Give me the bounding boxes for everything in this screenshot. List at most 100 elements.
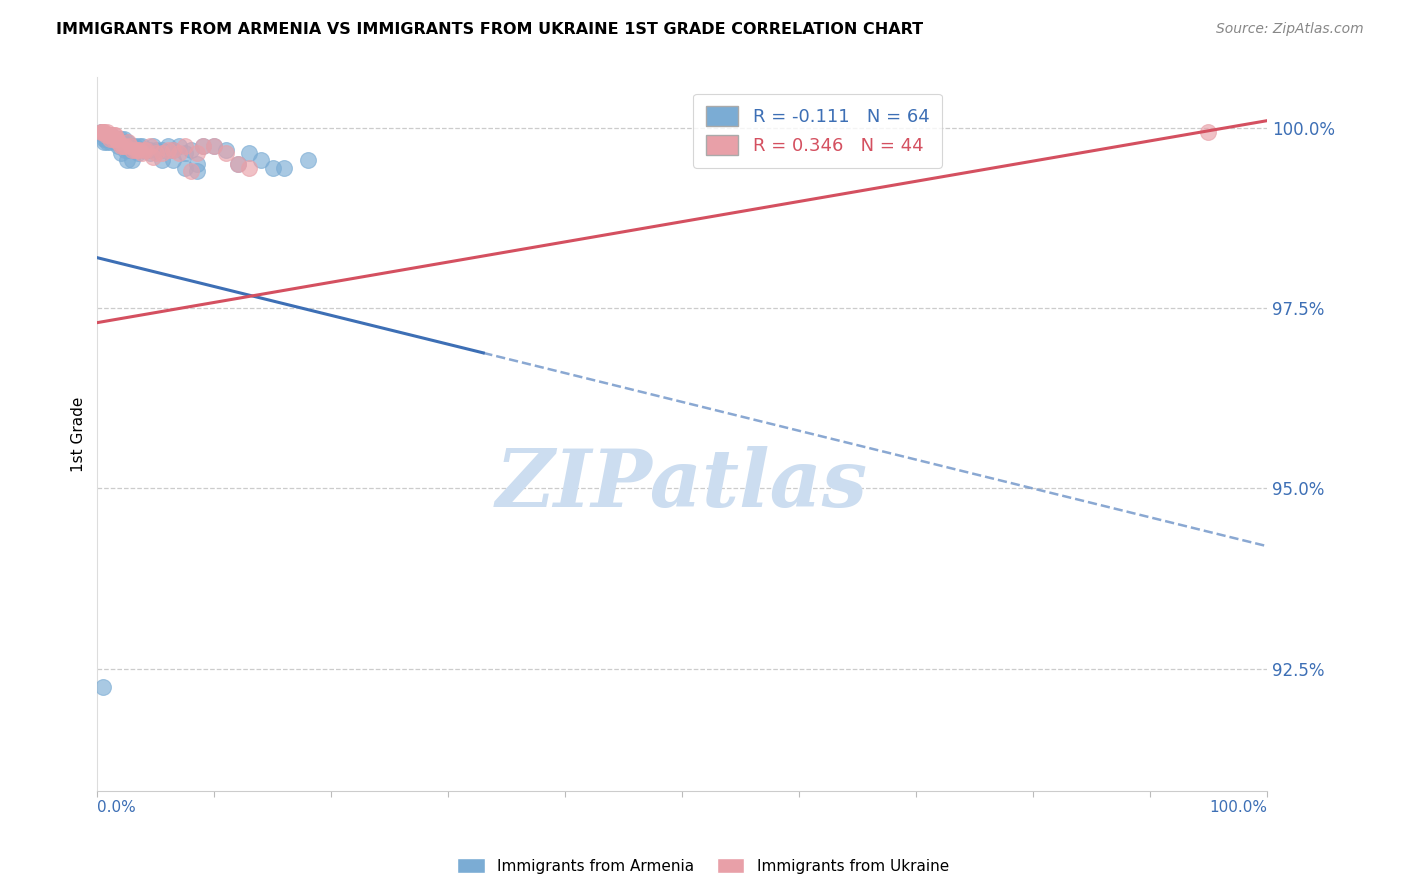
Point (142, 139, 165, 153)
Point (191, 139, 214, 153)
Point (103, 132, 125, 146)
Point (103, 128, 125, 142)
Point (112, 136, 135, 150)
Point (162, 143, 184, 157)
Point (93, 124, 115, 138)
Point (162, 143, 184, 157)
Point (91, 124, 114, 138)
Point (191, 139, 214, 153)
Point (142, 150, 165, 164)
Point (156, 139, 179, 153)
Point (115, 153, 138, 168)
Point (226, 157, 249, 171)
Point (131, 146, 153, 161)
Point (167, 146, 190, 161)
Point (90, 124, 112, 138)
Point (94, 128, 117, 142)
Point (297, 153, 319, 168)
Point (226, 157, 249, 171)
Point (262, 161, 284, 175)
Point (215, 143, 238, 157)
Text: 100.0%: 100.0% (1209, 800, 1267, 815)
Point (127, 143, 149, 157)
Point (105, 132, 128, 146)
Point (115, 136, 138, 150)
Point (108, 136, 131, 150)
Point (202, 139, 225, 153)
Point (110, 146, 132, 161)
Point (121, 143, 143, 157)
Point (127, 143, 149, 157)
Point (134, 143, 156, 157)
Point (180, 143, 202, 157)
Point (174, 146, 197, 161)
Point (135, 143, 157, 157)
Point (98, 136, 121, 150)
Point (93, 136, 115, 150)
Point (238, 146, 260, 161)
Text: ZIPatlas: ZIPatlas (496, 446, 868, 523)
Point (112, 132, 135, 146)
Point (1197, 124, 1219, 138)
Point (167, 139, 190, 153)
Point (107, 136, 129, 150)
Point (150, 153, 173, 168)
Point (91, 128, 114, 142)
Point (104, 136, 127, 150)
Point (105, 132, 128, 146)
Point (98, 132, 121, 146)
Point (174, 139, 197, 153)
Point (110, 132, 132, 146)
Point (91, 680, 114, 694)
Point (104, 128, 127, 142)
Point (98, 132, 121, 146)
Point (118, 143, 141, 157)
Text: IMMIGRANTS FROM ARMENIA VS IMMIGRANTS FROM UKRAINE 1ST GRADE CORRELATION CHART: IMMIGRANTS FROM ARMENIA VS IMMIGRANTS FR… (56, 22, 924, 37)
Point (107, 139, 129, 153)
Point (174, 161, 197, 175)
Point (145, 146, 167, 161)
Point (101, 132, 124, 146)
Point (93, 132, 115, 146)
Point (139, 146, 162, 161)
Point (124, 139, 146, 153)
Point (114, 139, 136, 153)
Point (90, 124, 112, 138)
Point (128, 143, 150, 157)
Point (186, 146, 208, 161)
Point (180, 164, 202, 178)
Y-axis label: 1st Grade: 1st Grade (72, 397, 86, 472)
Point (97, 128, 120, 142)
Point (139, 139, 162, 153)
Point (135, 143, 157, 157)
Point (91, 124, 114, 138)
Point (186, 164, 208, 178)
Legend: R = -0.111   N = 64, R = 0.346   N = 44: R = -0.111 N = 64, R = 0.346 N = 44 (693, 94, 942, 168)
Point (131, 139, 153, 153)
Point (114, 143, 136, 157)
Point (128, 139, 150, 153)
Point (273, 161, 295, 175)
Point (111, 136, 134, 150)
Point (162, 153, 184, 168)
Point (120, 143, 142, 157)
Point (91, 124, 114, 138)
Point (100, 128, 122, 142)
Point (121, 139, 143, 153)
Legend: Immigrants from Armenia, Immigrants from Ukraine: Immigrants from Armenia, Immigrants from… (451, 852, 955, 880)
Point (105, 132, 128, 146)
Point (150, 143, 173, 157)
Point (120, 139, 142, 153)
Point (96, 136, 118, 150)
Point (120, 139, 142, 153)
Point (145, 143, 167, 157)
Point (238, 161, 260, 175)
Point (94, 132, 117, 146)
Point (134, 143, 156, 157)
Point (156, 143, 179, 157)
Point (112, 139, 135, 153)
Point (110, 139, 132, 153)
Point (105, 132, 128, 146)
Point (215, 146, 238, 161)
Point (127, 146, 149, 161)
